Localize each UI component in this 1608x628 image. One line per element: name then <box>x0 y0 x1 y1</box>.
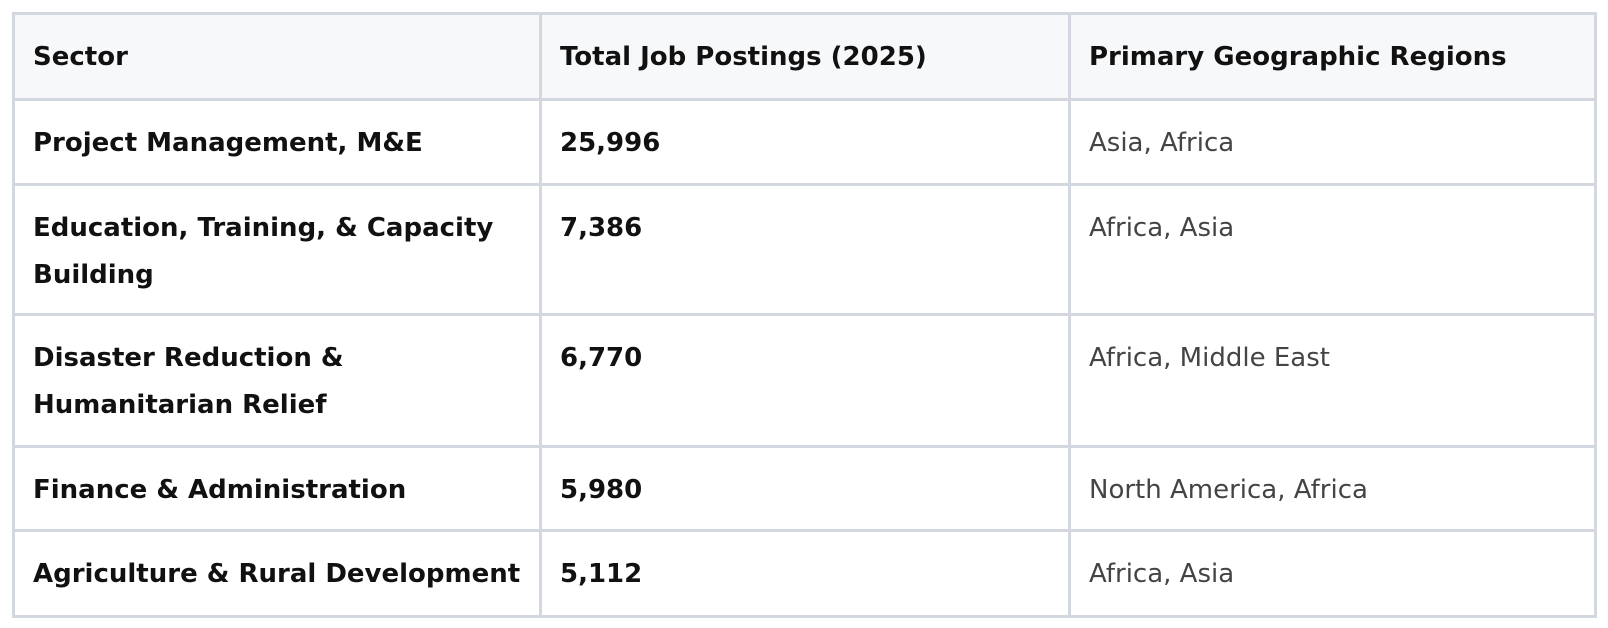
sector-cell: Education, Training, & Capacity Building <box>12 183 542 316</box>
table-row: Disaster Reduction & Humanitarian Relief… <box>12 313 1597 448</box>
postings-cell: 5,112 <box>539 529 1071 618</box>
data-table: Sector Total Job Postings (2025) Primary… <box>12 12 1597 618</box>
postings-cell: 5,980 <box>539 445 1071 532</box>
regions-cell: Africa, Asia <box>1068 183 1597 316</box>
header-cell: Primary Geographic Regions <box>1068 12 1597 101</box>
header-row: Sector Total Job Postings (2025) Primary… <box>12 12 1597 101</box>
regions-cell: North America, Africa <box>1068 445 1597 532</box>
sector-cell: Project Management, M&E <box>12 98 542 186</box>
sector-cell: Finance & Administration <box>12 445 542 532</box>
regions-cell: Asia, Africa <box>1068 98 1597 186</box>
regions-cell: Africa, Middle East <box>1068 313 1597 448</box>
postings-cell: 7,386 <box>539 183 1071 316</box>
table-container: Sector Total Job Postings (2025) Primary… <box>12 12 1597 618</box>
table-row: Project Management, M&E 25,996 Asia, Afr… <box>12 98 1597 186</box>
postings-cell: 6,770 <box>539 313 1071 448</box>
table-row: Agriculture & Rural Development 5,112 Af… <box>12 529 1597 618</box>
postings-cell: 25,996 <box>539 98 1071 186</box>
sector-cell: Agriculture & Rural Development <box>12 529 542 618</box>
table-row: Education, Training, & Capacity Building… <box>12 183 1597 316</box>
header-cell: Total Job Postings (2025) <box>539 12 1071 101</box>
regions-cell: Africa, Asia <box>1068 529 1597 618</box>
sector-cell: Disaster Reduction & Humanitarian Relief <box>12 313 542 448</box>
table-row: Finance & Administration 5,980 North Ame… <box>12 445 1597 532</box>
header-cell: Sector <box>12 12 542 101</box>
